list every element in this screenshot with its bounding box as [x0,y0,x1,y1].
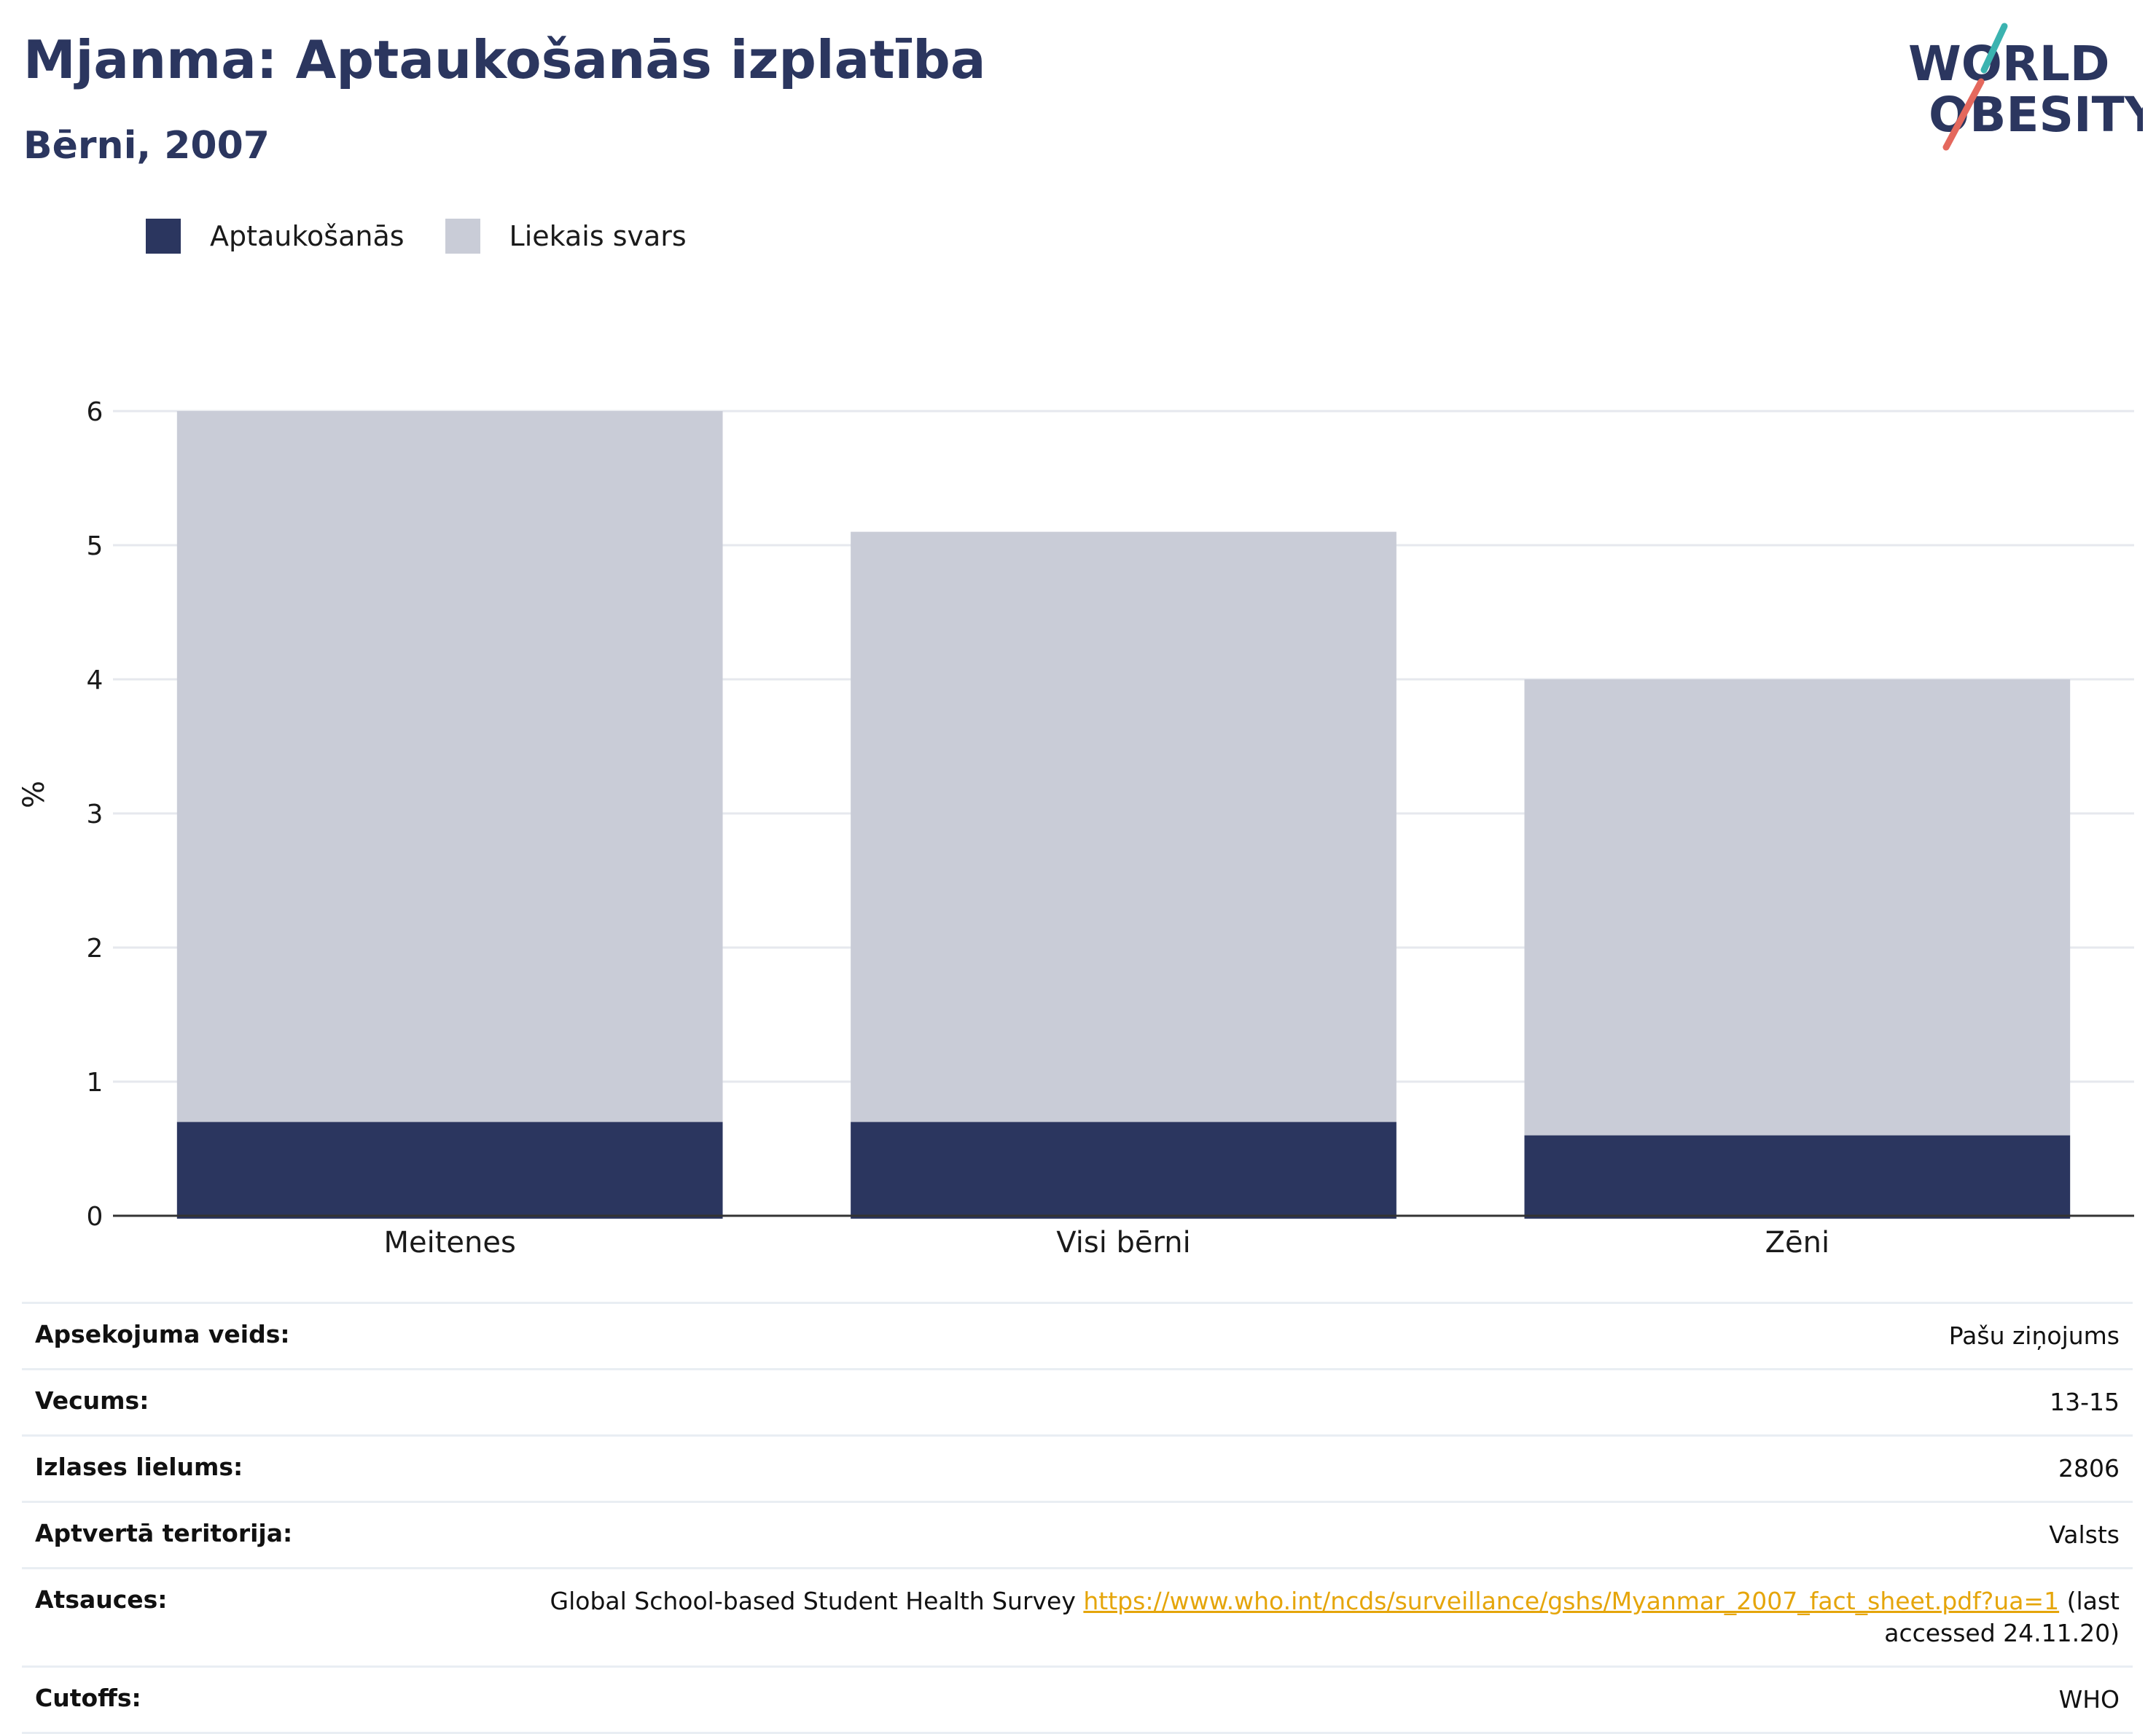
reference-access-note: (last accessed 24.11.20) [1884,1587,2120,1647]
legend-swatch-obesity [146,219,181,254]
world-obesity-logo: WORLD OBESITY [1908,23,2143,151]
logo-line-1: WORLD [1908,36,2110,92]
info-value-area: Valsts [2049,1520,2120,1549]
bar-overweight [1524,679,2071,1136]
chart-title: Mjanma: Aptaukošanās izplatība [23,29,986,90]
y-tick-label: 6 [87,397,103,427]
reference-link[interactable]: https://www.who.int/ncds/surveillance/gs… [1083,1587,2060,1615]
info-value-age: 13-15 [2050,1388,2120,1416]
y-axis-title: % [17,781,51,808]
info-key-sample-size: Izlases lielums: [35,1453,243,1481]
reference-source-text: Global School-based Student Health Surve… [550,1587,1076,1615]
legend-label-overweight: Liekais svars [509,220,687,252]
y-tick-label: 2 [87,934,103,964]
legend-swatch-overweight [445,219,480,254]
bar-obesity [1524,1135,2071,1219]
info-row-cutoffs: Cutoffs: WHO [22,1665,2133,1734]
logo-teal-stroke [1980,23,2008,74]
chart-subtitle: Bērni, 2007 [23,124,270,168]
legend-item-obesity[interactable]: Aptaukošanās [146,219,405,254]
info-row-sample-size: Izlases lielums: 2806 [22,1434,2133,1501]
y-tick-label: 1 [87,1068,103,1098]
bar-obesity [851,1122,1397,1219]
y-tick-label: 4 [87,665,103,695]
info-row-age: Vecums: 13-15 [22,1368,2133,1434]
y-tick-label: 3 [87,800,103,829]
bar-overweight [851,531,1397,1122]
legend-item-overweight[interactable]: Liekais svars [445,219,687,254]
x-tick-label: Meitenes [384,1226,516,1260]
legend-label-obesity: Aptaukošanās [210,220,405,252]
info-value-survey-type: Pašu ziņojums [1948,1321,2120,1350]
bar-chart: 0 1 2 3 4 5 6% Meitenes Visi bērni Zēni [17,397,2134,1260]
info-row-references: Atsauces: Global School-based Student He… [22,1567,2133,1665]
info-key-age: Vecums: [35,1386,149,1415]
info-row-area: Aptvertā teritorija: Valsts [22,1501,2133,1567]
legend: Aptaukošanās Liekais svars [146,216,727,257]
y-tick-label: 0 [87,1202,103,1232]
x-tick-label: Zēni [1765,1226,1829,1260]
bar-obesity [176,1122,723,1219]
bar-overweight [176,411,723,1122]
y-tick-label: 5 [87,531,103,561]
info-row-survey-type: Apsekojuma veids: Pašu ziņojums [22,1302,2133,1368]
info-table: Apsekojuma veids: Pašu ziņojums Vecums: … [22,1302,2133,1734]
info-key-area: Aptvertā teritorija: [35,1519,293,1547]
logo-coral-stroke [1942,78,1985,151]
info-value-references: Global School-based Student Health Surve… [443,1585,2120,1649]
info-key-references: Atsauces: [35,1585,168,1614]
info-key-survey-type: Apsekojuma veids: [35,1320,290,1348]
info-value-sample-size: 2806 [2058,1454,2120,1483]
info-key-cutoffs: Cutoffs: [35,1684,141,1712]
info-value-cutoffs: WHO [2058,1685,2120,1714]
x-tick-label: Visi bērni [1056,1226,1190,1260]
